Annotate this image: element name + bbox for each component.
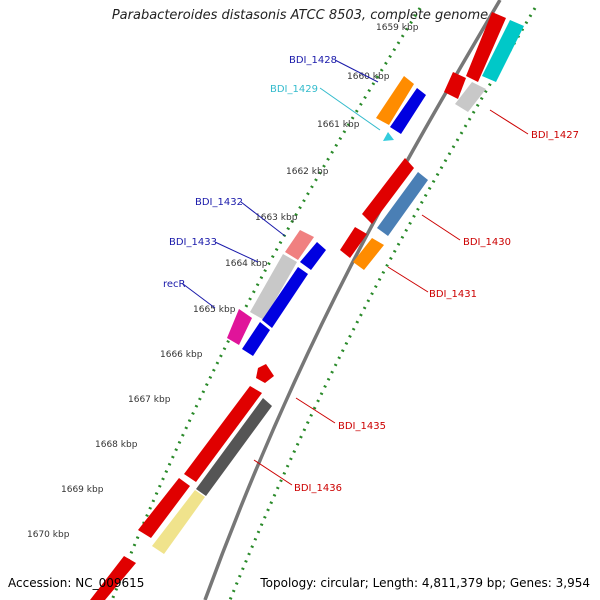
- tick-1662: 1662 kbp: [286, 167, 329, 177]
- tick-1666: 1666 kbp: [160, 350, 203, 360]
- gene-bdi_1428[interactable]: [376, 76, 414, 125]
- gene-bdi_1427-small-red[interactable]: [444, 72, 466, 99]
- label-bdi_1432[interactable]: BDI_1432: [195, 197, 243, 208]
- gene-bdi_1430-red[interactable]: [362, 158, 414, 224]
- gene-bdi_1433[interactable]: [250, 254, 297, 320]
- gene-bdi_1428-blue[interactable]: [390, 88, 426, 134]
- leader-bdi_1428: [334, 59, 379, 83]
- gene-bdi_1433-blue[interactable]: [262, 267, 308, 328]
- label-bdi_1435[interactable]: BDI_1435: [338, 421, 386, 432]
- gene-bdi_1436-red[interactable]: [184, 386, 262, 482]
- leader-bdi_1433: [214, 241, 259, 263]
- gene-bdi_1436-red-3[interactable]: [90, 556, 136, 600]
- label-bdi_1427[interactable]: BDI_1427: [531, 130, 579, 141]
- tick-1664: 1664 kbp: [225, 259, 268, 269]
- genome-backbone: [203, 0, 502, 600]
- tick-1669: 1669 kbp: [61, 485, 104, 495]
- gene-recR-blue[interactable]: [242, 322, 270, 356]
- gene-bdi_1427[interactable]: [455, 82, 486, 112]
- label-bdi_1431[interactable]: BDI_1431: [429, 289, 477, 300]
- leader-bdi_1431: [387, 266, 429, 293]
- leader-bdi_1432: [240, 201, 286, 237]
- gene-bdi_1432[interactable]: [285, 230, 314, 260]
- label-bdi_1433[interactable]: BDI_1433: [169, 237, 217, 248]
- leader-bdi_1436: [253, 459, 293, 486]
- gene-bdi_1436-red-2[interactable]: [138, 478, 190, 538]
- label-bdi_1430[interactable]: BDI_1430: [463, 237, 511, 248]
- gene-bdi_1430-small-red[interactable]: [340, 227, 367, 258]
- tick-1661: 1661 kbp: [317, 120, 360, 130]
- tick-1659: 1659 kbp: [376, 23, 419, 33]
- gene-bdi_1431[interactable]: [353, 238, 384, 270]
- label-bdi_1428[interactable]: BDI_1428: [289, 55, 337, 66]
- label-bdi_1436[interactable]: BDI_1436: [294, 483, 342, 494]
- label-recR[interactable]: recR: [163, 279, 186, 290]
- tick-1670: 1670 kbp: [27, 530, 70, 540]
- genome-summary-text: Topology: circular; Length: 4,811,379 bp…: [260, 576, 590, 590]
- tick-1668: 1668 kbp: [95, 440, 138, 450]
- gene-bdi_1427-cyan[interactable]: [482, 20, 524, 82]
- gene-bdi_1427-red[interactable]: [466, 12, 506, 82]
- leader-bdi_1430: [421, 214, 461, 241]
- map-title: Parabacteroides distasonis ATCC 8503, co…: [111, 8, 489, 23]
- gene-bdi_1430[interactable]: [377, 172, 428, 236]
- tick-1665: 1665 kbp: [193, 305, 236, 315]
- gene-bdi_1432-blue[interactable]: [300, 242, 326, 270]
- leader-recR: [182, 283, 216, 309]
- gene-bdi_1429[interactable]: [383, 132, 394, 141]
- gene-bdi_1436[interactable]: [196, 398, 272, 496]
- gene-bdi_1436-yellow[interactable]: [152, 490, 205, 554]
- gene-bdi_1435[interactable]: [256, 364, 274, 383]
- inner-tick-ring: [110, 7, 422, 600]
- label-bdi_1429[interactable]: BDI_1429: [270, 84, 318, 95]
- leader-bdi_1435: [295, 397, 336, 424]
- leader-bdi_1429: [319, 87, 381, 131]
- gene-recR[interactable]: [227, 309, 252, 345]
- tick-1667: 1667 kbp: [128, 395, 171, 405]
- tick-1663: 1663 kbp: [255, 213, 298, 223]
- leader-bdi_1427: [489, 109, 529, 135]
- accession-text: Accession: NC_009615: [8, 576, 145, 590]
